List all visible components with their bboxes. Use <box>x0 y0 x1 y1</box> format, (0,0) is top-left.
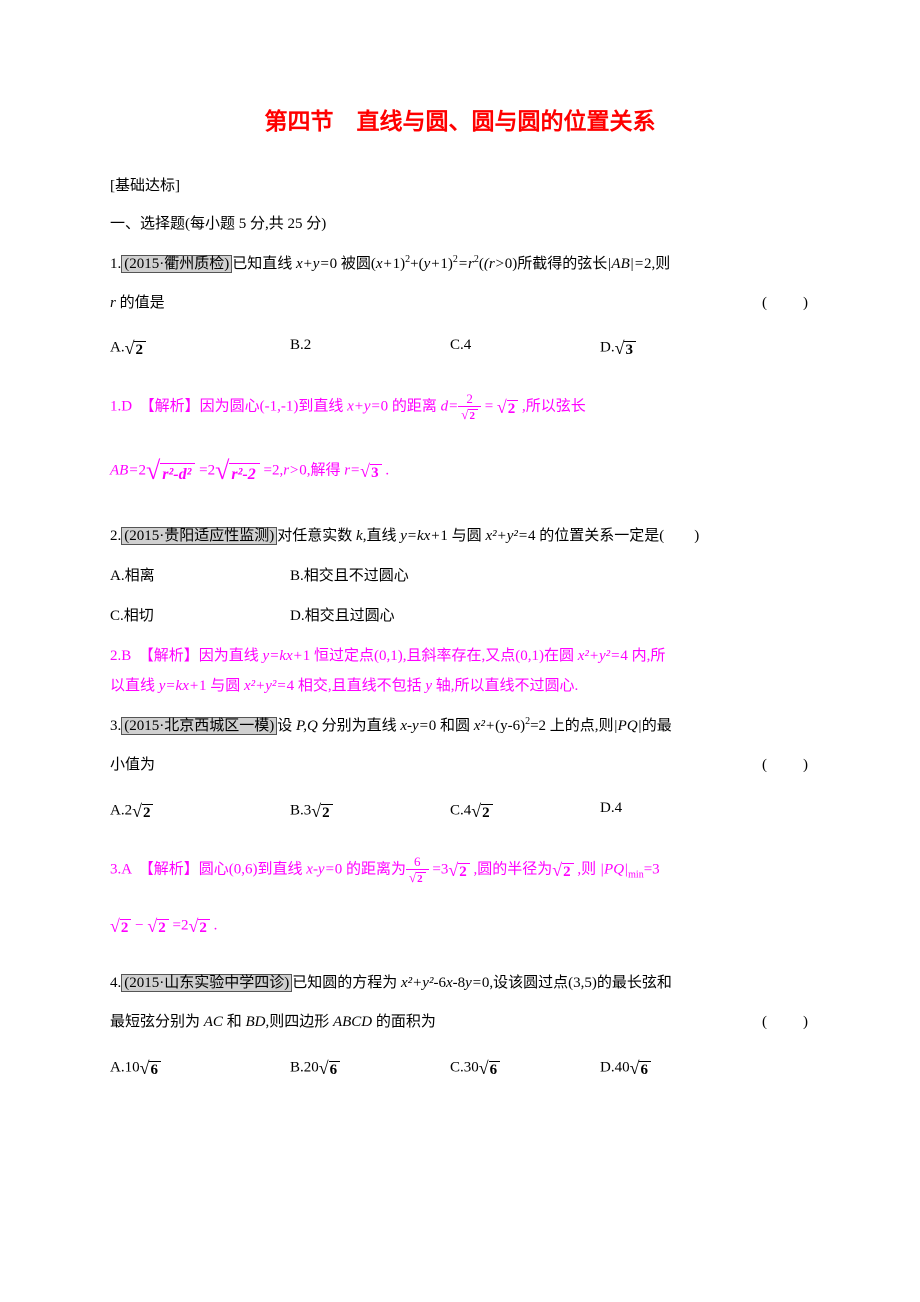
q1-tag: (2015·衢州质检) <box>121 255 232 273</box>
q2-opts-row1: A.相离B.相交且不过圆心 <box>110 561 810 591</box>
q1-eqr: =r <box>458 256 474 272</box>
section-base: [基础达标] <box>110 172 810 201</box>
q1-sol-frac: 2√2 <box>458 392 481 422</box>
q1-solution: 1.D 【解析】因为圆心(-1,-1)到直线 x+y=0 的距离 d=2√2 =… <box>110 389 810 497</box>
q4-line2: 最短弦分别为 AC 和 BD,则四边形 ABCD 的面积为 ( ) <box>110 1008 810 1037</box>
q1-sol-line2: AB=2√r²-d² =2√r²-2 =2,r>0,解得 r=√3 . <box>110 445 810 497</box>
q4-opt-c: C.30√6 <box>450 1051 600 1085</box>
q1-sol-t2: 0 的距离 <box>381 399 441 415</box>
q2-opt-b: B.相交且不过圆心 <box>290 568 409 584</box>
q4-opt-d: D.40√6 <box>600 1051 810 1085</box>
q1-sol-t3: ,所以弦长 <box>518 399 586 415</box>
q1-eq3: y+ <box>424 256 441 272</box>
q1-z2: 0)所截得的弦长 <box>505 256 608 272</box>
q3-options: A.2√2 B.3√2 C.4√2 D.4 <box>110 794 810 828</box>
q1-options: A.√2 B.2 C.4 D.√3 <box>110 331 810 365</box>
question-4: 4.(2015·山东实验中学四诊)已知圆的方程为 x²+y²-6x-8y=0,设… <box>110 968 810 998</box>
q1-opt-d: D.√3 <box>600 331 810 365</box>
q2-opts-row2: C.相切D.相交且过圆心 <box>110 601 810 631</box>
q1-sol-label: 【解析】 <box>147 399 200 415</box>
q3-opt-a: A.2√2 <box>110 794 290 828</box>
q4-opt-b: B.20√6 <box>290 1051 450 1085</box>
q2-tag: (2015·贵阳适应性监测) <box>121 527 277 545</box>
q4-options: A.10√6 B.20√6 C.30√6 D.40√6 <box>110 1051 810 1085</box>
q3-sol-line2: √2 − √2 =2√2 . <box>110 908 810 944</box>
q1-two: 2,则 <box>644 256 670 272</box>
q3-opt-c: C.4√2 <box>450 794 600 828</box>
q4-tag: (2015·山东实验中学四诊) <box>121 974 292 992</box>
q1-eq1: x+y= <box>296 256 330 272</box>
q1-sol-ans: 1.D <box>110 399 147 415</box>
q4-paren: ( ) <box>762 1008 810 1037</box>
q3-line2: 小值为 ( ) <box>110 751 810 780</box>
q1-sol-d: d= <box>441 399 459 415</box>
q1-l2b: 的值是 <box>120 295 165 311</box>
q1-opt-b: B.2 <box>290 331 450 365</box>
q1-paren: ( ) <box>762 289 810 318</box>
q1-rvar: r <box>110 295 120 311</box>
q2-solution: 2.B 【解析】因为直线 y=kx+1 恒过定点(0,1),且斜率存在,又点(0… <box>110 641 810 701</box>
q1-sol-t1: 因为圆心(-1,-1)到直线 <box>200 399 347 415</box>
page-title: 第四节 直线与圆、圆与圆的位置关系 <box>110 100 810 144</box>
q2-num: 2. <box>110 528 121 544</box>
q3-solution: 3.A 【解析】圆心(0,6)到直线 x-y=0 的距离为6√2 =3√2 ,圆… <box>110 852 810 944</box>
q1-one1: 1) <box>393 256 406 272</box>
q1-opt-c: C.4 <box>450 331 600 365</box>
q1-one2: 1) <box>440 256 453 272</box>
question-2: 2.(2015·贵阳适应性监测)对任意实数 k,直线 y=kx+1 与圆 x²+… <box>110 521 810 551</box>
q4-opt-a: A.10√6 <box>110 1051 290 1085</box>
q3-opt-b: B.3√2 <box>290 794 450 828</box>
question-3: 3.(2015·北京西城区一模)设 P,Q 分别为直线 x-y=0 和圆 x²+… <box>110 711 810 741</box>
q2-opt-a: A.相离 <box>110 561 290 591</box>
q1-plus1: +( <box>410 256 423 272</box>
q1-z1: 0 被圆( <box>330 256 376 272</box>
q1-eq2: x+ <box>376 256 393 272</box>
q2-opt-d: D.相交且过圆心 <box>290 608 395 624</box>
q3-tag: (2015·北京西城区一模) <box>121 717 277 735</box>
q3-sol-frac: 6√2 <box>406 855 429 885</box>
q1-sol-eqs: = <box>481 399 497 415</box>
q1-opt-a: A.√2 <box>110 331 290 365</box>
section-one: 一、选择题(每小题 5 分,共 25 分) <box>110 210 810 239</box>
q1-line2: r 的值是 ( ) <box>110 289 810 318</box>
q1-ab: |AB|= <box>607 256 644 272</box>
q1-pr: ((r> <box>479 256 505 272</box>
q1-sol-eq: x+y= <box>347 399 381 415</box>
q3-paren: ( ) <box>762 751 810 780</box>
question-1: 1.(2015·衢州质检)已知直线 x+y=0 被圆(x+1)2+(y+1)2=… <box>110 249 810 279</box>
q2-opt-c: C.相切 <box>110 601 290 631</box>
q1-text: 已知直线 <box>232 256 296 272</box>
q1-num: 1. <box>110 256 121 272</box>
q3-opt-d: D.4 <box>600 794 810 828</box>
